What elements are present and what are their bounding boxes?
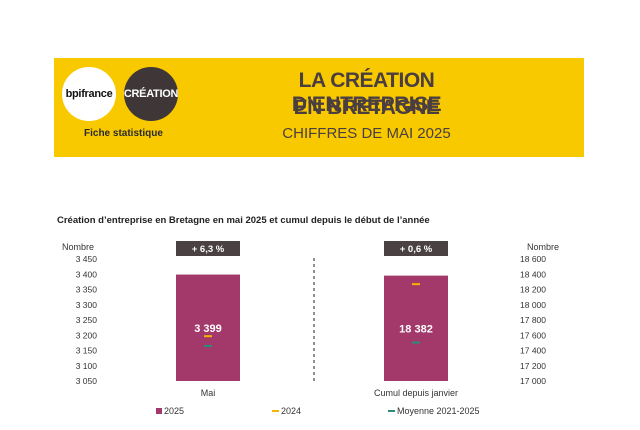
- legend-label-moyenne: Moyenne 2021-2025: [397, 406, 480, 416]
- creation-logo-text: CRÉATION: [123, 88, 179, 100]
- change-badge-label: + 6,3 %: [192, 244, 225, 255]
- change-badge: [384, 241, 448, 256]
- change-badge: [176, 241, 240, 256]
- right-tick-label: 18 000: [520, 300, 546, 310]
- page-title-line1: LA CRÉATION D’ENTREPRISE: [291, 69, 442, 116]
- legend-swatch-2025: [156, 408, 162, 414]
- left-tick-label: 3 350: [76, 285, 98, 295]
- left-tick-label: 3 250: [76, 315, 98, 325]
- left-tick-label: 3 400: [76, 269, 98, 279]
- bar-value-label: 18 382: [399, 323, 433, 335]
- left-tick-label: 3 150: [76, 346, 98, 356]
- change-badge-label: + 0,6 %: [400, 244, 433, 255]
- creation-logo: CRÉATION: [124, 67, 178, 121]
- left-tick-label: 3 050: [76, 376, 98, 386]
- right-tick-label: 17 600: [520, 330, 546, 340]
- right-tick-label: 18 600: [520, 254, 546, 264]
- bar-2025: [176, 274, 240, 381]
- left-tick-label: 3 100: [76, 361, 98, 371]
- bar-2025: [384, 275, 448, 381]
- left-tick-label: 3 300: [76, 300, 98, 310]
- legend-label-2024: 2024: [281, 406, 301, 416]
- bar-value-label: 3 399: [194, 323, 222, 335]
- chart-title: Création d’entreprise en Bretagne en mai…: [57, 215, 430, 226]
- category-label: Mai: [201, 388, 216, 398]
- left-tick-label: 3 450: [76, 254, 98, 264]
- right-tick-label: 17 200: [520, 361, 546, 371]
- legend-label-2025: 2025: [164, 406, 184, 416]
- header-banner: bpifrance CRÉATION Fiche statistique LA …: [54, 58, 584, 157]
- fiche-label: Fiche statistique: [84, 128, 163, 139]
- right-tick-label: 17 400: [520, 346, 546, 356]
- right-tick-label: 17 800: [520, 315, 546, 325]
- bpifrance-logo-text: bpifrance: [65, 88, 113, 100]
- left-tick-label: 3 200: [76, 330, 98, 340]
- page-subtitle: CHIFFRES DE MAI 2025: [282, 125, 451, 142]
- bpifrance-logo: bpifrance: [62, 67, 116, 121]
- right-tick-label: 17 000: [520, 376, 546, 386]
- category-label: Cumul depuis janvier: [374, 388, 458, 398]
- right-tick-label: 18 400: [520, 269, 546, 279]
- right-axis-label: Nombre: [527, 242, 559, 252]
- left-axis-label: Nombre: [62, 242, 94, 252]
- page-title-line2: EN BRETAGNE: [293, 96, 440, 119]
- right-tick-label: 18 200: [520, 285, 546, 295]
